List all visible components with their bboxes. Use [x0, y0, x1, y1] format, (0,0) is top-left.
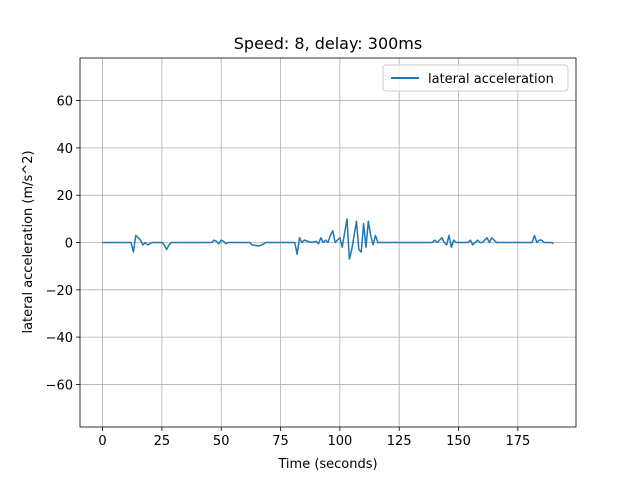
y-tick-label: −60	[46, 378, 73, 393]
y-tick-label: −40	[46, 331, 73, 346]
x-tick-label: 100	[327, 434, 352, 449]
x-tick-label: 150	[446, 434, 471, 449]
x-tick-label: 75	[272, 434, 289, 449]
y-axis-label: lateral acceleration (m/s^2)	[21, 150, 36, 333]
legend-label: lateral acceleration	[428, 72, 554, 87]
x-tick-label: 50	[213, 434, 230, 449]
x-tick-label: 125	[387, 434, 412, 449]
chart-title: Speed: 8, delay: 300ms	[234, 34, 422, 53]
x-axis-label: Time (seconds)	[277, 457, 377, 472]
x-tick-label: 0	[98, 434, 106, 449]
y-tick-label: 20	[56, 189, 73, 204]
legend-box	[382, 64, 569, 92]
x-tick-label: 175	[505, 434, 530, 449]
axes-frame	[79, 57, 577, 428]
y-tick-label: −20	[46, 284, 73, 299]
y-tick-label: 0	[65, 237, 73, 252]
x-tick-label: 25	[154, 434, 171, 449]
y-tick-label: 60	[56, 95, 73, 110]
y-tick-label: 40	[56, 142, 73, 157]
data-line	[102, 218, 554, 260]
